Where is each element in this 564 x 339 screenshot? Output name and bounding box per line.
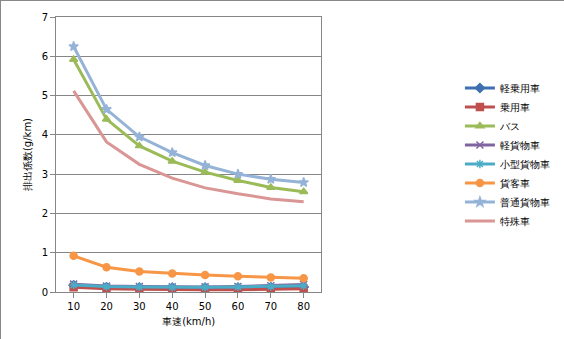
svg-text:70: 70 (264, 301, 277, 312)
svg-text:40: 40 (166, 301, 179, 312)
svg-text:20: 20 (100, 301, 113, 312)
svg-text:軽貨物車: 軽貨物車 (500, 140, 540, 151)
svg-text:50: 50 (199, 301, 212, 312)
svg-text:貨客車: 貨客車 (500, 178, 530, 189)
svg-text:排出係数(g/km): 排出係数(g/km) (22, 118, 33, 191)
svg-text:バス: バス (499, 121, 520, 132)
svg-text:車速(km/h): 車速(km/h) (162, 316, 215, 327)
svg-text:4: 4 (42, 129, 48, 140)
svg-text:1: 1 (42, 247, 48, 258)
svg-text:2: 2 (42, 208, 48, 219)
svg-text:0: 0 (42, 287, 48, 298)
svg-text:10: 10 (67, 301, 80, 312)
svg-text:6: 6 (42, 51, 48, 62)
svg-text:普通貨物車: 普通貨物車 (500, 197, 550, 208)
svg-text:3: 3 (42, 169, 48, 180)
svg-text:特殊車: 特殊車 (500, 216, 530, 227)
svg-text:小型貨物車: 小型貨物車 (500, 159, 550, 170)
svg-text:乗用車: 乗用車 (500, 102, 530, 113)
svg-text:5: 5 (42, 90, 48, 101)
svg-text:軽乗用車: 軽乗用車 (500, 83, 540, 94)
svg-text:60: 60 (232, 301, 245, 312)
svg-text:30: 30 (133, 301, 146, 312)
svg-text:7: 7 (42, 12, 48, 23)
svg-text:80: 80 (297, 301, 310, 312)
